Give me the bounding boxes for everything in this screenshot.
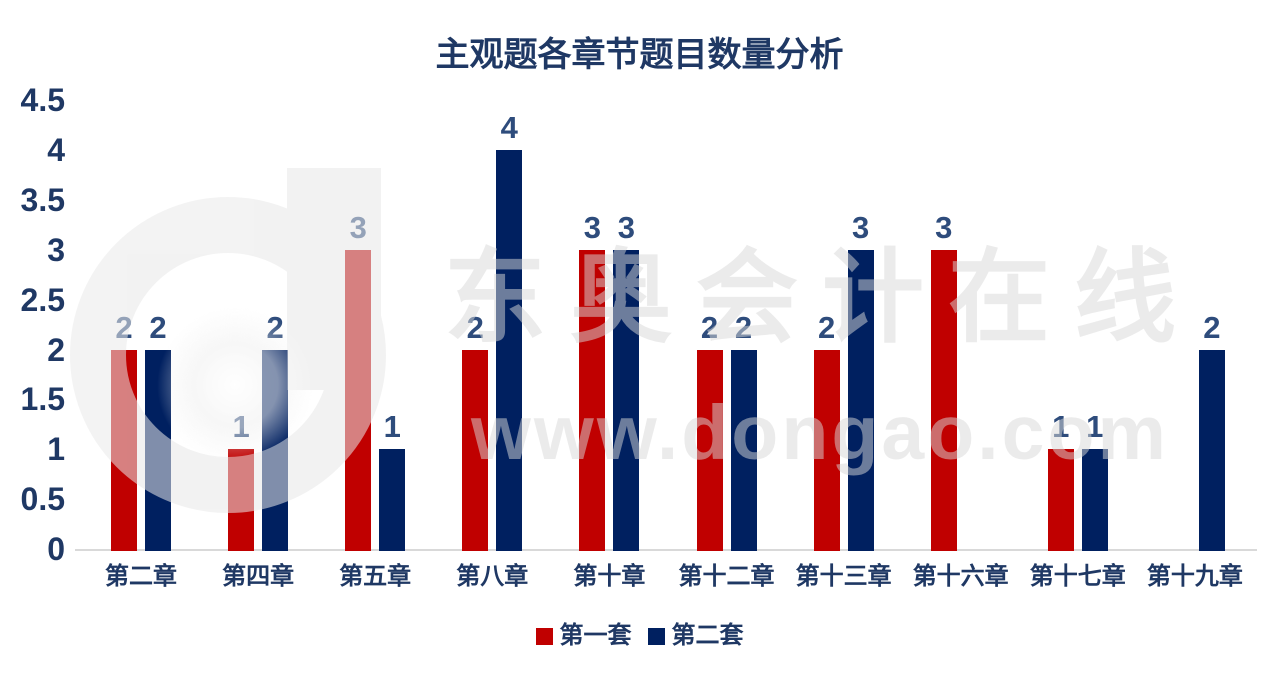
bar-s1-c8 [930, 249, 957, 551]
bar-s2-c3 [379, 449, 406, 551]
y-axis-tick-label: 1 [47, 431, 65, 468]
y-axis-tick-label: 4.5 [20, 82, 65, 119]
bar-s1-c3 [345, 249, 372, 551]
bar-s2-c10 [1198, 349, 1225, 551]
y-axis-tick-label: 0.5 [20, 481, 65, 518]
x-axis-category-label: 第十六章 [912, 563, 1009, 590]
bar-value-label: 2 [266, 309, 284, 345]
bar-s2-c9 [1081, 449, 1108, 551]
y-axis-tick-label: 3.5 [20, 181, 65, 218]
bar-s1-c1 [111, 349, 137, 551]
legend-swatch-icon [535, 627, 553, 645]
legend-swatch-icon [647, 627, 665, 645]
bar-s1-c6 [696, 349, 723, 551]
y-axis-tick-label: 0 [47, 531, 65, 567]
legend-label: 第二套 [671, 622, 744, 649]
bar-s2-c2 [262, 349, 289, 551]
x-axis-category-label: 第四章 [222, 563, 295, 590]
legend-item-2: 第二套 [647, 622, 744, 649]
bar-value-label: 1 [1086, 409, 1104, 445]
bar-s1-c4 [462, 349, 489, 551]
bar-s1-c7 [813, 349, 840, 551]
bar-s2-c1 [145, 349, 171, 551]
y-axis-tick-label: 1.5 [20, 381, 65, 418]
bar-s1-c5 [579, 249, 606, 551]
x-axis-category-label: 第十七章 [1029, 563, 1126, 590]
y-axis-tick-label: 2 [47, 331, 65, 368]
y-axis-tick-label: 2.5 [20, 281, 65, 318]
x-axis-category-label: 第十二章 [678, 563, 775, 590]
x-axis-category-label: 第十九章 [1146, 563, 1243, 590]
bar-value-label: 1 [383, 409, 401, 445]
chart-legend: 第一套 第二套 [0, 624, 1279, 648]
x-axis-category-label: 第二章 [105, 563, 177, 590]
bar-value-label: 2 [734, 309, 753, 345]
legend-item-1: 第一套 [535, 622, 632, 649]
bar-value-label: 3 [583, 209, 602, 245]
bar-value-label: 2 [1203, 309, 1221, 345]
x-axis-category-label: 第五章 [339, 563, 412, 590]
bar-value-label: 2 [466, 309, 484, 345]
x-axis-category-label: 第十章 [573, 563, 646, 590]
bar-value-label: 3 [349, 209, 367, 245]
bar-s1-c9 [1047, 449, 1074, 551]
chart-title: 主观题各章节题目数量分析 [435, 36, 844, 74]
y-axis-tick-label: 3 [47, 231, 65, 268]
bar-value-label: 2 [700, 309, 719, 345]
bar-value-label: 3 [851, 209, 870, 245]
x-axis-line [75, 549, 1257, 551]
bar-s2-c7 [847, 249, 874, 551]
y-axis-tick-label: 4 [47, 132, 65, 168]
bar-value-label: 1 [1052, 409, 1070, 445]
bar-value-label: 3 [935, 209, 953, 245]
bar-s1-c2 [228, 449, 255, 551]
legend-label: 第一套 [559, 622, 632, 649]
bar-s2-c5 [613, 249, 640, 551]
x-axis-category-label: 第十三章 [795, 563, 892, 590]
bar-value-label: 3 [617, 209, 636, 245]
bar-value-label: 2 [149, 309, 167, 345]
x-axis-category-label: 第八章 [456, 563, 529, 590]
bar-value-label: 4 [500, 110, 518, 145]
bar-s2-c6 [730, 349, 757, 551]
bar-value-label: 2 [817, 309, 836, 345]
bar-s2-c4 [496, 150, 523, 551]
